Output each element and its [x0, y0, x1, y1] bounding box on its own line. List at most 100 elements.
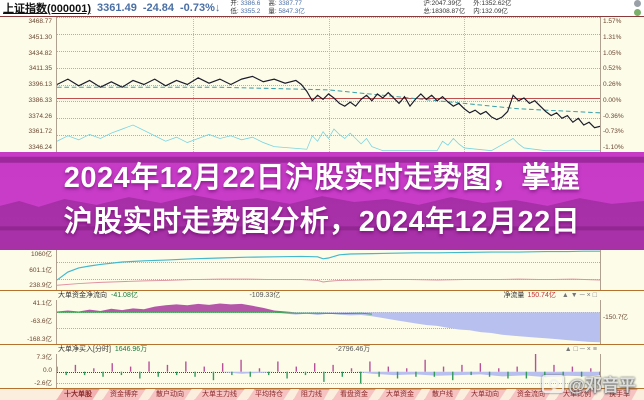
ohlc-stats: 开: 3386.6 高: 3387.77 低: 3355.2 量: 5847.3…	[230, 0, 305, 15]
flow-right-axis: -150.7亿	[600, 291, 644, 344]
indicator-tab[interactable]: 平均持仓	[247, 389, 291, 400]
indicator-tab[interactable]: 散户线	[424, 389, 461, 400]
vertical-gridline	[464, 17, 466, 152]
netbuy-axis-label: 7.3亿	[36, 354, 52, 361]
flow-axis-label: -168.3亿	[27, 336, 52, 343]
price-axis-label: 3386.33	[28, 96, 53, 104]
intraday-chart-area[interactable]	[56, 17, 601, 153]
fund-curves-chart	[57, 250, 600, 286]
panel-mid-value: -109.33亿	[249, 292, 281, 299]
percent-axis-label: 0.00%	[603, 96, 622, 104]
banner-title-line2: 沪股实时走势图分析，2024年12月22日	[63, 206, 581, 238]
netbuy-axis-labels: 7.3亿 0.0 -2.6亿	[0, 345, 55, 388]
percent-axis-label: -0.36%	[603, 112, 624, 120]
stat-outer: 外:1352.62亿	[473, 0, 512, 7]
gridline	[57, 328, 600, 330]
indicator-tab[interactable]: 阻力线	[293, 389, 330, 400]
stat-sh: 沪:2047.39亿	[423, 0, 462, 7]
intraday-chart-panel: 3468.77 3451.30 3434.82 3411.35 3396.13 3386.…	[0, 17, 644, 153]
zero-baseline	[57, 371, 600, 373]
fund-axis-label: 601.1亿	[29, 266, 52, 274]
indicator-tab[interactable]: 大单资金	[378, 389, 422, 400]
indicator-tab[interactable]: 资金博弈	[102, 389, 146, 400]
percent-axis-label: 0.26%	[603, 81, 622, 88]
stat-inner: 内:132.09亿	[473, 8, 508, 15]
big-order-flow-header: 大单资金净流向 -41.08亿 -109.33亿 净流量 150.74亿 ▲▼─…	[58, 292, 599, 300]
fund-axis-labels: 1060亿 601.1亿 238.9亿	[0, 250, 55, 290]
open-value: 3386.6	[240, 0, 261, 7]
flower-icon[interactable]	[633, 9, 641, 16]
panel-mid-value: -2796.46万	[335, 346, 371, 353]
flow-axis-label: -63.6亿	[30, 318, 52, 325]
header-icons	[633, 0, 641, 16]
price-axis-label: 3434.82	[28, 49, 53, 57]
netbuy-chart-area[interactable]	[56, 354, 601, 388]
stat-total: 总:18308.87亿	[423, 8, 466, 15]
window-controls[interactable]: ▲□─×≡	[564, 346, 599, 353]
percent-axis-labels: 1.57% 1.31% 1.05% 0.52% 0.26% 0.00% -0.36% -0.7…	[600, 17, 644, 152]
price-axis-label: 3374.26	[28, 112, 53, 120]
price-axis-labels: 3468.77 3451.30 3434.82 3411.35 3396.13 3386.…	[0, 17, 55, 152]
percent-axis-label: 1.05%	[603, 49, 622, 57]
indicator-tab[interactable]: 十大单股	[56, 389, 100, 400]
banner-chart-silhouette	[0, 156, 644, 250]
index-name[interactable]: 上证指数(000001)	[3, 3, 92, 15]
panel-value: 1646.96万	[114, 346, 148, 353]
price-axis-label: 3361.72	[28, 128, 53, 136]
index-price: 3361.49	[97, 2, 137, 14]
price-axis-label: 3451.30	[28, 33, 53, 41]
gridline	[57, 278, 600, 280]
panel-title[interactable]: 大单净买入[分时]	[58, 346, 111, 353]
high-value: 3387.77	[278, 0, 303, 7]
vertical-gridline	[192, 17, 194, 152]
vertical-gridline	[328, 17, 330, 152]
big-order-flow-panel: 大单资金净流向 -41.08亿 -109.33亿 净流量 150.74亿 ▲▼─…	[0, 291, 644, 345]
price-line-chart	[57, 75, 600, 152]
low-value: 3355.2	[240, 8, 261, 15]
indicator-tab[interactable]: 散户动向	[148, 389, 192, 400]
fund-axis-label: 238.9亿	[29, 282, 52, 289]
fund-axis-label: 1060亿	[31, 251, 52, 258]
panel-value: -41.08亿	[111, 292, 138, 299]
index-change-pct: -0.73%↓	[180, 2, 221, 14]
price-axis-label: 3346.24	[28, 144, 53, 151]
gridline	[57, 262, 600, 263]
indicator-tab[interactable]: 大单动向	[463, 389, 507, 400]
settings-icon[interactable]	[633, 0, 641, 7]
flow-axis-labels: 41.1亿 -63.6亿 -168.3亿	[0, 291, 55, 344]
netbuy-axis-label: -2.6亿	[34, 380, 52, 387]
net-flow-label: 净流量	[503, 292, 525, 299]
volume-value: 5847.3亿	[278, 8, 305, 15]
percent-axis-label: -0.73%	[603, 128, 624, 136]
gridline	[57, 383, 600, 385]
net-buy-header: 大单净买入[分时] 1646.96万 -2796.46万 ▲□─×≡	[58, 346, 599, 354]
window-controls[interactable]: ▲▼─×□	[561, 292, 599, 299]
prev-close-line	[57, 98, 600, 99]
indicator-tabbar: 十大单股 资金博弈 散户动向 大单主力线 平均持仓 阻力线 看盘资金 大单资金 散户线 大单动向资…	[0, 388, 644, 400]
price-axis-label: 3411.35	[28, 65, 52, 73]
market-stats: 沪:2047.39亿 外:1352.62亿 总:18308.87亿 内:132.…	[423, 0, 511, 16]
fund-curve-chart-area[interactable]	[56, 250, 601, 290]
watermark-handle: @邓音平	[568, 376, 636, 395]
price-axis-label: 3468.77	[28, 18, 53, 25]
index-header-bar: 上证指数(000001) 3361.49 -24.84 -0.73%↓ 开: 3…	[0, 0, 644, 17]
banner-title: 2024年12月22日沪股实时走势图，掌握 沪股实时走势图分析，2024年12月…	[0, 152, 644, 244]
index-change: -24.84	[142, 2, 175, 14]
banner-title-line1: 2024年12月22日沪股实时走势图，掌握	[63, 162, 581, 194]
indicator-tab[interactable]: 大单主力线	[194, 389, 245, 400]
netbuy-spike-chart	[57, 354, 600, 384]
flow-right-axis-label: -150.7亿	[603, 314, 628, 321]
indicator-tab[interactable]: 看盘资金	[332, 389, 376, 400]
percent-axis-label: -1.10%	[603, 144, 624, 151]
fund-curve-panel: 1060亿 601.1亿 238.9亿	[0, 250, 644, 291]
panel-title[interactable]: 大单资金净流向	[58, 292, 107, 299]
flow-axis-label: 41.1亿	[32, 300, 52, 307]
flow-chart-area[interactable]	[56, 300, 601, 344]
flow-area-chart	[57, 303, 600, 343]
percent-axis-label: 0.52%	[603, 65, 622, 73]
net-flow-value: 150.74亿	[527, 292, 556, 299]
percent-axis-label: 1.31%	[603, 33, 622, 41]
price-axis-label: 3396.13	[28, 81, 53, 88]
netbuy-axis-label: 0.0	[42, 367, 52, 374]
